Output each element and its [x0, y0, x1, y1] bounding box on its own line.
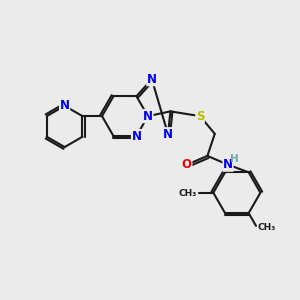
- Text: CH₃: CH₃: [257, 223, 276, 232]
- Text: O: O: [182, 158, 192, 171]
- Text: N: N: [223, 158, 233, 171]
- Text: N: N: [147, 73, 157, 86]
- Text: N: N: [143, 110, 153, 123]
- Text: N: N: [131, 130, 142, 142]
- Text: N: N: [60, 99, 70, 112]
- Text: H: H: [230, 154, 239, 164]
- Text: N: N: [163, 128, 173, 141]
- Text: CH₃: CH₃: [179, 189, 197, 198]
- Text: S: S: [196, 110, 204, 123]
